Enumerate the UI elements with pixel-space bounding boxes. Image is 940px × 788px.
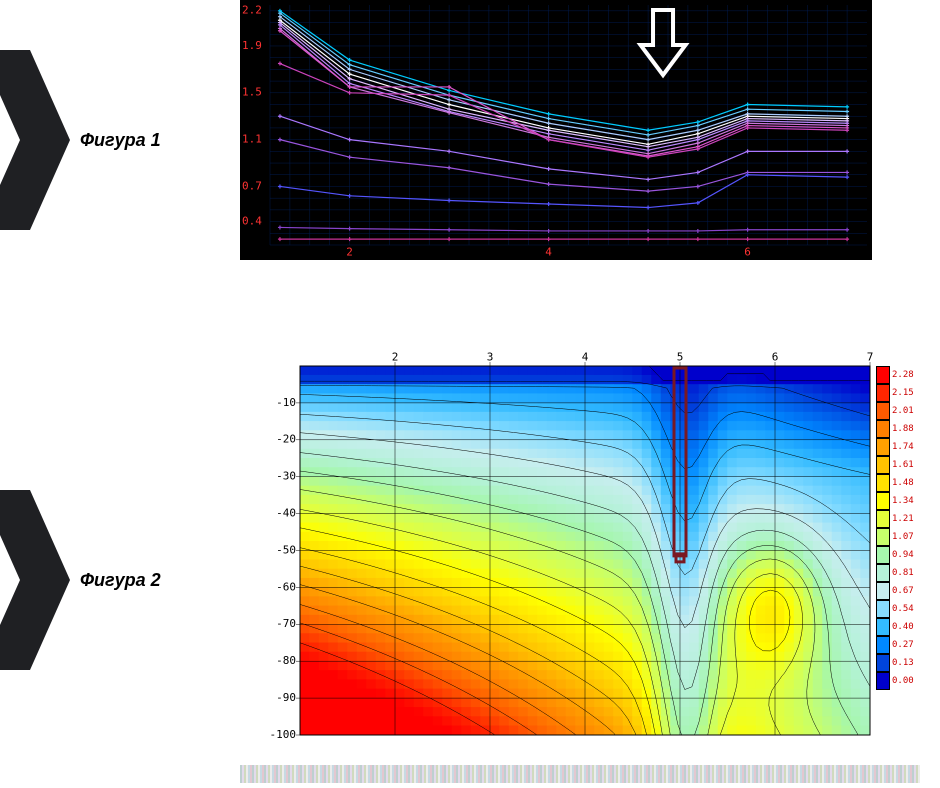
legend-swatch xyxy=(876,672,890,690)
legend-value: 2.28 xyxy=(892,370,914,380)
legend-value: 1.61 xyxy=(892,460,914,470)
legend-row: 1.48 xyxy=(876,474,920,492)
legend-row: 1.88 xyxy=(876,420,920,438)
noise-strip xyxy=(240,765,920,783)
figure-1-canvas xyxy=(240,0,872,260)
legend-value: 1.21 xyxy=(892,514,914,524)
figure-2: 2.28 2.15 2.01 1.88 1.74 1.61 1.48 1.34 1.21 1.07… xyxy=(260,350,920,740)
legend-swatch xyxy=(876,528,890,546)
legend-row: 1.34 xyxy=(876,492,920,510)
legend-swatch xyxy=(876,654,890,672)
legend-row: 0.40 xyxy=(876,618,920,636)
legend-value: 0.27 xyxy=(892,640,914,650)
legend-value: 0.54 xyxy=(892,604,914,614)
legend-swatch xyxy=(876,402,890,420)
legend-row: 2.01 xyxy=(876,402,920,420)
legend-swatch xyxy=(876,492,890,510)
legend-swatch xyxy=(876,546,890,564)
legend-value: 1.34 xyxy=(892,496,914,506)
legend-swatch xyxy=(876,384,890,402)
legend-row: 1.07 xyxy=(876,528,920,546)
legend-row: 1.21 xyxy=(876,510,920,528)
legend-value: 0.13 xyxy=(892,658,914,668)
legend-value: 0.40 xyxy=(892,622,914,632)
legend-value: 1.48 xyxy=(892,478,914,488)
legend-swatch xyxy=(876,438,890,456)
legend-value: 2.01 xyxy=(892,406,914,416)
legend-value: 1.07 xyxy=(892,532,914,542)
legend-swatch xyxy=(876,564,890,582)
legend-swatch xyxy=(876,456,890,474)
legend-row: 1.61 xyxy=(876,456,920,474)
legend-row: 1.74 xyxy=(876,438,920,456)
figure2-label: Фигура 2 xyxy=(80,570,161,591)
legend-row: 0.67 xyxy=(876,582,920,600)
legend-value: 2.15 xyxy=(892,388,914,398)
legend-swatch xyxy=(876,420,890,438)
legend-value: 0.00 xyxy=(892,676,914,686)
legend-row: 0.00 xyxy=(876,672,920,690)
legend-swatch xyxy=(876,636,890,654)
legend-value: 1.74 xyxy=(892,442,914,452)
pointer-shape-2 xyxy=(0,490,70,670)
legend-row: 0.94 xyxy=(876,546,920,564)
legend-value: 0.67 xyxy=(892,586,914,596)
figure-2-legend: 2.28 2.15 2.01 1.88 1.74 1.61 1.48 1.34 1.21 1.07… xyxy=(876,366,920,690)
legend-row: 0.81 xyxy=(876,564,920,582)
legend-row: 2.28 xyxy=(876,366,920,384)
label-block-2: Фигура 2 xyxy=(0,490,161,670)
figure-2-canvas xyxy=(260,350,920,740)
legend-row: 0.27 xyxy=(876,636,920,654)
label-block-1: Фигура 1 xyxy=(0,50,161,230)
legend-swatch xyxy=(876,510,890,528)
legend-value: 1.88 xyxy=(892,424,914,434)
legend-value: 0.81 xyxy=(892,568,914,578)
legend-swatch xyxy=(876,618,890,636)
legend-swatch xyxy=(876,474,890,492)
legend-value: 0.94 xyxy=(892,550,914,560)
figure-1 xyxy=(240,0,872,260)
legend-swatch xyxy=(876,600,890,618)
legend-swatch xyxy=(876,582,890,600)
legend-swatch xyxy=(876,366,890,384)
figure1-label: Фигура 1 xyxy=(80,130,161,151)
pointer-shape-1 xyxy=(0,50,70,230)
legend-row: 2.15 xyxy=(876,384,920,402)
legend-row: 0.54 xyxy=(876,600,920,618)
legend-row: 0.13 xyxy=(876,654,920,672)
